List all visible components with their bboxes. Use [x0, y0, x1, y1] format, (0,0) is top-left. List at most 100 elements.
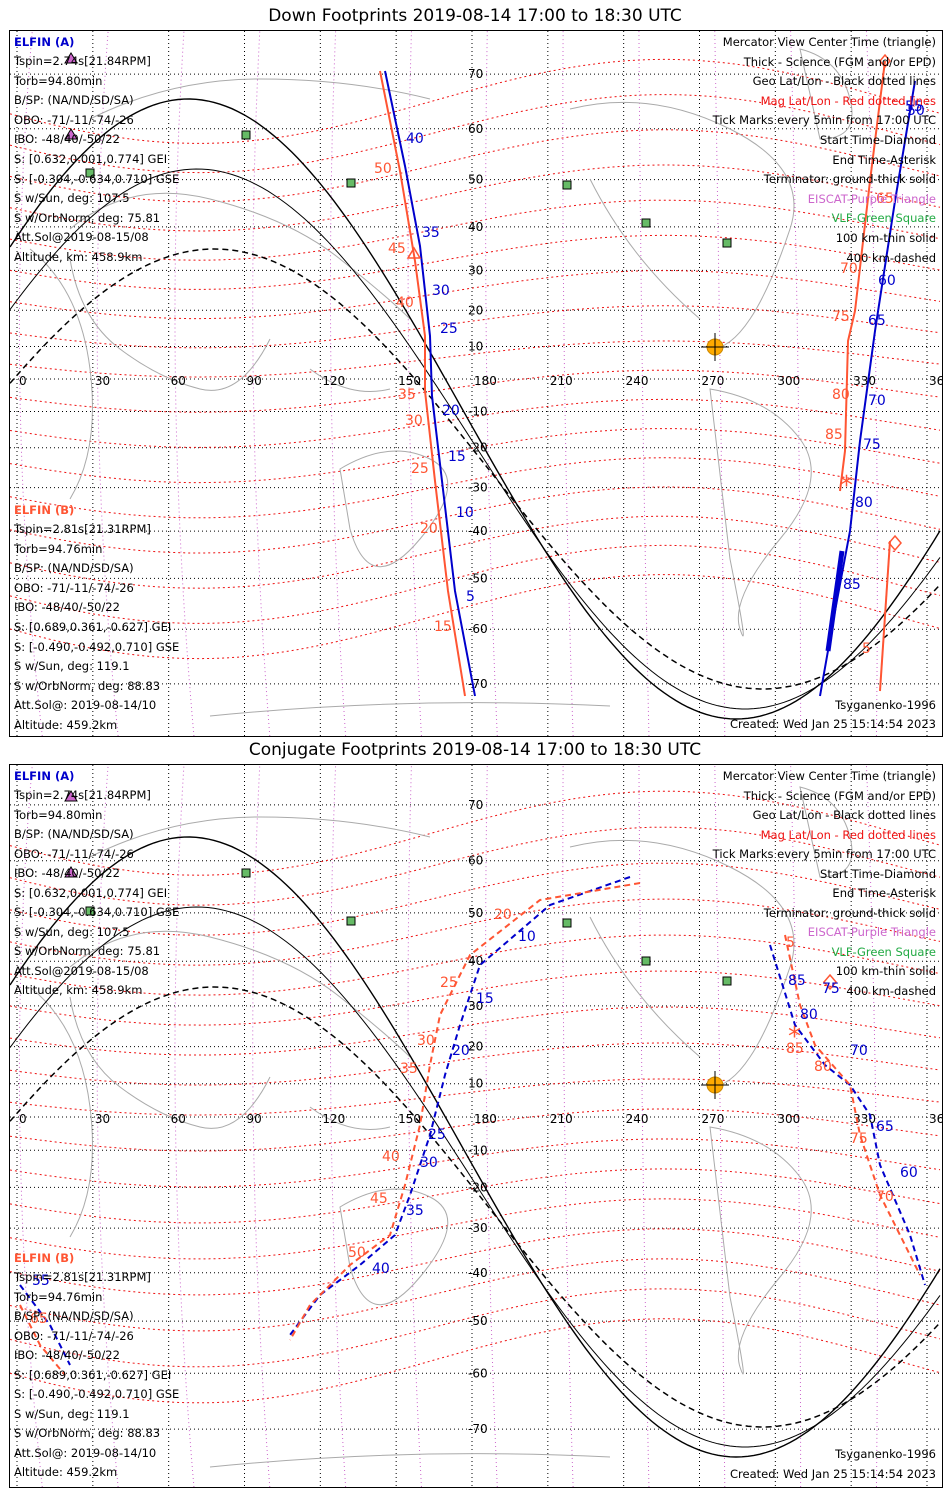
legend-line: Mercator View Center Time (triangle): [722, 35, 936, 49]
coastline: [29, 986, 93, 1238]
coastline: [709, 388, 812, 637]
mag-meridian: [329, 765, 347, 1487]
legend-line: Tick Marks every 5min from 17:00 UTC: [712, 113, 936, 128]
elfin-a-track: [19, 1284, 71, 1366]
info-line: Tspin=2.81s[21.31RPM]: [14, 1270, 151, 1284]
elfin-a-label: ELFIN (A): [14, 35, 75, 49]
elfin-b-tick-label: 65: [876, 191, 894, 207]
vlf-square: [85, 906, 95, 916]
coastline: [799, 48, 853, 140]
vlf-square: [562, 180, 572, 190]
info-line: OBO: -71/-11/-74/-26: [14, 1328, 134, 1343]
map-canvas: 0306090120150180210240270300330360706050…: [10, 31, 942, 736]
elfin-a-tick-label: 85: [788, 973, 806, 989]
elfin-b-tick-label: 85: [786, 1041, 804, 1057]
info-line: B/SP: (NA/ND/SD/SA): [14, 1309, 134, 1323]
legend-line: VLF-Green Square: [831, 944, 936, 959]
legend-line: EISCAT-Purple Triangle: [807, 925, 936, 939]
info-line: Torb=94.76min: [14, 1289, 103, 1304]
vlf-square: [641, 956, 651, 966]
elfin-b-track: [839, 60, 886, 492]
lat-tick-label: -40: [468, 524, 488, 538]
lat-tick-label: 30: [468, 263, 483, 277]
center-triangle: [406, 246, 422, 259]
lon-tick-label: 270: [702, 1112, 725, 1126]
mag-grid-line: [10, 934, 941, 996]
terminator-curve: [10, 98, 941, 720]
map-canvas: 0306090120150180210240270300330360706050…: [10, 765, 942, 1487]
elfin-b-tick-label: 45: [388, 241, 406, 257]
start-diamond: [888, 534, 902, 552]
lat-tick-label: -50: [468, 1314, 488, 1328]
info-line: S: [0.632,0.001,0.774] GEI: [14, 152, 168, 166]
terminator-curve: [10, 168, 941, 710]
elfin-b-tick-label: 65: [30, 1311, 48, 1327]
vlf-square: [641, 218, 651, 228]
mag-grid-line: [10, 862, 941, 936]
legend-line: Start Time-Diamond: [820, 866, 936, 881]
legend-line: Start Time-Diamond: [820, 133, 936, 147]
mag-meridian: [485, 765, 498, 1487]
info-line: IBO: -48/40/-50/22: [14, 132, 120, 147]
mag-grid-line: [10, 94, 941, 174]
legend-line: 400 km-dashed: [846, 250, 936, 265]
lat-tick-label: 20: [468, 1040, 483, 1054]
mag-meridian: [714, 765, 726, 1487]
eiscat-triangle: [64, 866, 78, 878]
elfin-b-tick-label: 35: [398, 387, 416, 403]
elfin-b-track: [379, 70, 466, 697]
coastline: [589, 916, 701, 1058]
lat-tick-label: -10: [468, 1143, 488, 1157]
elfin-a-tick-label: 75: [863, 437, 881, 453]
lat-tick-label: 70: [468, 67, 483, 81]
elfin-a-track: [289, 876, 631, 1336]
created-label: Created: Wed Jan 25 15:14:54 2023: [729, 1467, 936, 1481]
elfin-a-tick-label: 5: [466, 589, 475, 605]
elfin-a-tick-label: 70: [868, 393, 886, 409]
info-line: Att.Sol@: 2019-08-14/10: [14, 1445, 157, 1460]
mag-grid-line: [10, 1258, 941, 1332]
mag-grid-line: [10, 1288, 941, 1368]
legend-line: Mag Lat/Lon - Red dotted lines: [760, 827, 936, 842]
lat-tick-label: -30: [468, 481, 488, 495]
vlf-square: [241, 868, 251, 878]
legend-line: Terminator: ground-thick solid: [763, 905, 936, 920]
mag-meridian: [562, 765, 574, 1487]
elfin-b-tick-label: 50: [348, 1245, 366, 1261]
elfin-b-track: [784, 934, 921, 1276]
terminator-curve: [10, 248, 941, 690]
lat-tick-label: 60: [468, 122, 483, 136]
elfin-a-tick-label: 60: [900, 1165, 918, 1181]
elfin-b-tick-label: 45: [370, 1191, 388, 1207]
elfin-a-tick-label: 35: [422, 225, 440, 241]
lon-tick-label: 180: [474, 374, 497, 388]
lon-tick-label: 60: [171, 374, 186, 388]
info-line: Att.Sol@2019-08-15/08: [14, 963, 149, 978]
mag-meridian: [174, 765, 195, 1487]
elfin-b-label: ELFIN (B): [14, 503, 75, 517]
vlf-square: [85, 168, 95, 178]
coastline: [339, 1188, 449, 1305]
coastline: [89, 78, 431, 120]
legend-line: 100 km-thin solid: [835, 231, 936, 245]
info-line: S: [-0.490,-0.492,0.710] GSE: [14, 639, 180, 654]
legend-line: Mercator View Center Time (triangle): [722, 769, 936, 783]
mag-meridian: [638, 765, 650, 1487]
elfin-a-tick-label: 15: [448, 449, 466, 465]
elfin-a-tick-label: 30: [420, 1155, 438, 1171]
lon-tick-label: 120: [322, 374, 345, 388]
mag-meridian: [865, 765, 878, 1487]
info-line: Att.Sol@2019-08-15/08: [14, 230, 149, 245]
legend-line: Thick - Science (FGM and/or EPD): [743, 54, 936, 69]
lon-tick-label: 0: [19, 374, 27, 388]
elfin-a-tick-label: 20: [452, 1043, 470, 1059]
mag-grid-line: [10, 1108, 941, 1152]
info-line: Tspin=2.81s[21.31RPM]: [14, 522, 151, 536]
coastline: [339, 450, 449, 567]
eiscat-triangle: [64, 128, 78, 140]
elfin-a-tick-label: 40: [372, 1261, 390, 1277]
panel-title: Conjugate Footprints 2019-08-14 17:00 to…: [248, 740, 702, 760]
legend-line: Geo Lat/Lon - Black dotted lines: [752, 74, 936, 89]
mag-grid-line: [10, 1198, 941, 1260]
eiscat-triangle: [64, 52, 78, 64]
